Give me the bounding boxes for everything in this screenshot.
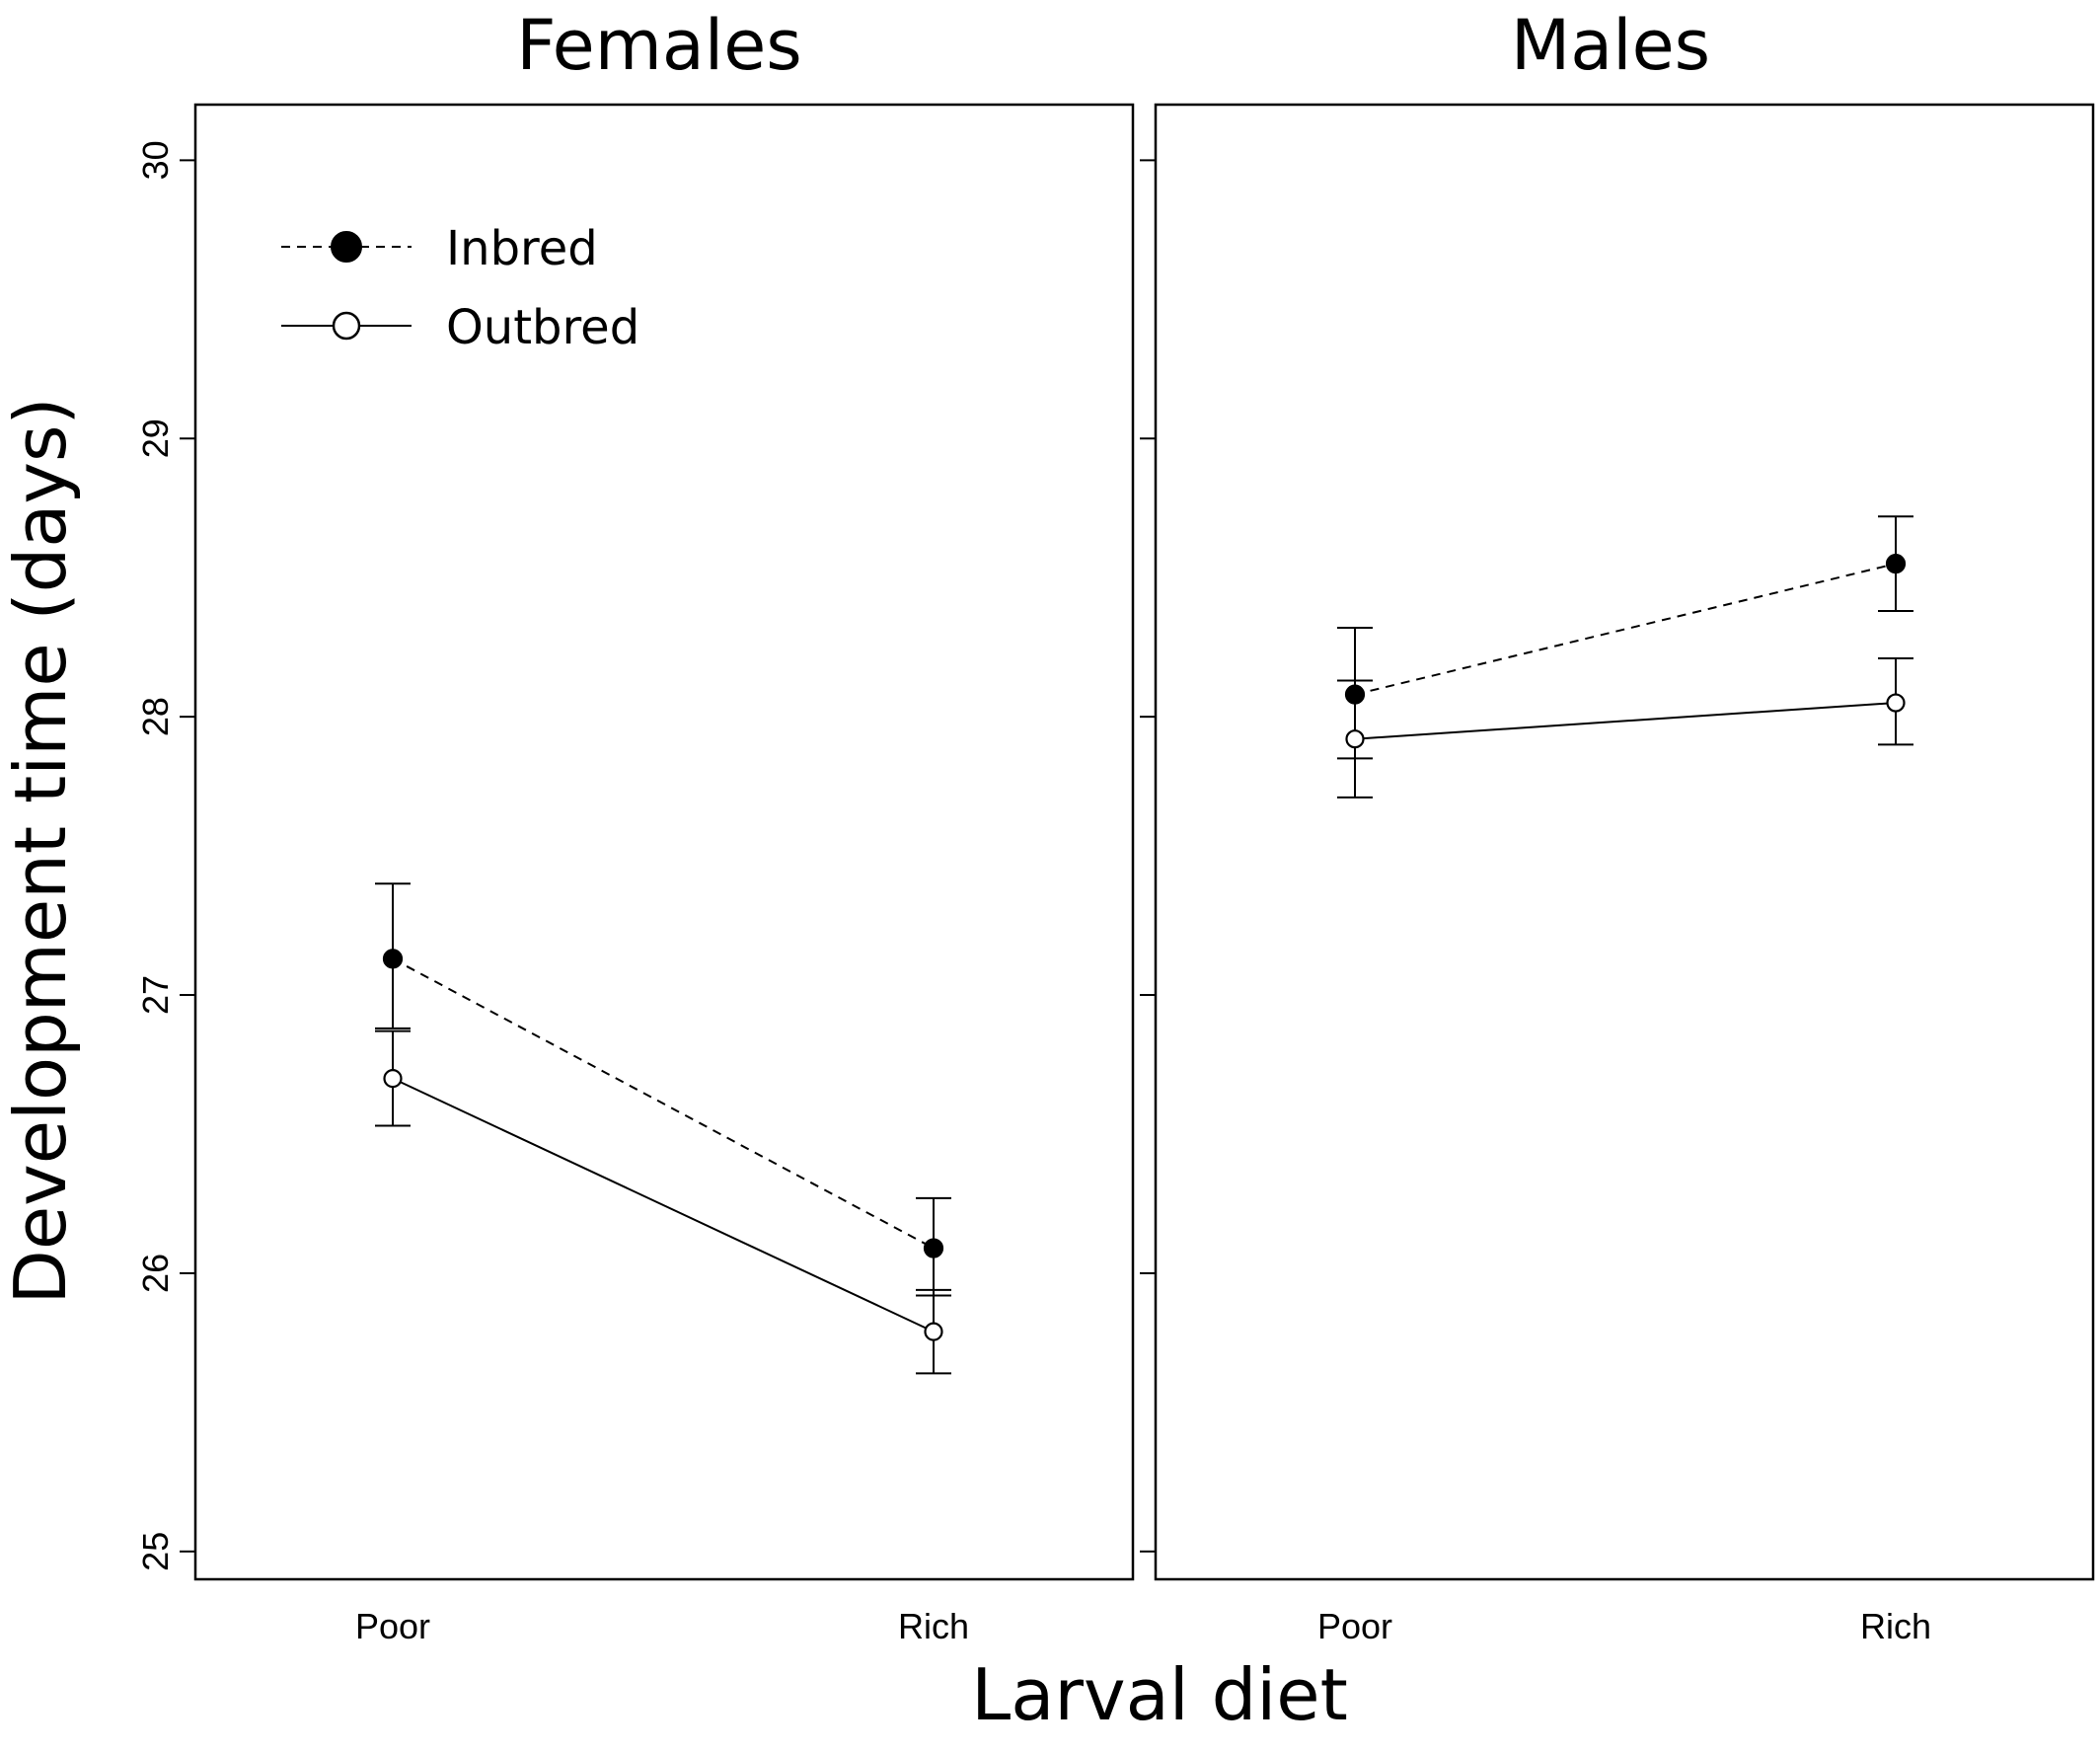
data-point-outbred-poor — [1345, 729, 1365, 749]
legend-marker-outbred — [332, 311, 361, 341]
series-females — [375, 882, 951, 1375]
x-tick-label-poor: Poor — [1317, 1606, 1392, 1646]
y-tick-label-30: 30 — [135, 140, 176, 180]
x-tick-label-poor: Poor — [355, 1606, 430, 1646]
panel-title-males: Males — [1511, 5, 1710, 86]
legend-label-inbred: Inbred — [446, 221, 598, 276]
data-point-outbred-rich — [924, 1322, 943, 1341]
panel-males: Males Poor Rich — [1140, 5, 2095, 1646]
series-males — [1337, 515, 1913, 799]
data-point-inbred-rich — [923, 1238, 944, 1258]
x-tick-label-rich: Rich — [898, 1606, 969, 1646]
legend: Inbred Outbred — [281, 221, 639, 355]
y-ticks-females: 25 26 27 28 29 30 — [135, 140, 195, 1571]
series-line-outbred — [1354, 702, 1897, 740]
data-point-inbred-rich — [1885, 554, 1907, 574]
plot-frame-males — [1154, 103, 2095, 1581]
y-tick-label-28: 28 — [135, 697, 176, 736]
panel-females: Females 25 26 27 28 29 30 Poor Rich Inbred Ou… — [135, 5, 1135, 1646]
panel-title-females: Females — [516, 5, 802, 86]
y-axis-title: Development time (days) — [0, 397, 82, 1304]
y-ticks-males — [1140, 159, 1156, 1553]
legend-label-outbred: Outbred — [446, 300, 639, 355]
legend-marker-inbred — [331, 231, 362, 263]
y-tick-label-25: 25 — [135, 1532, 176, 1571]
y-tick-label-27: 27 — [135, 975, 176, 1015]
y-tick-label-29: 29 — [135, 419, 176, 458]
data-point-outbred-rich — [1886, 693, 1906, 713]
data-point-inbred-poor — [1344, 684, 1366, 705]
data-point-inbred-poor — [382, 949, 404, 969]
data-point-outbred-poor — [383, 1069, 403, 1089]
series-line-outbred — [392, 1077, 935, 1334]
x-tick-label-rich: Rich — [1860, 1606, 1931, 1646]
x-axis-title: Larval diet — [971, 1653, 1348, 1736]
plot-frame-females — [193, 103, 1135, 1581]
series-line-inbred — [1354, 563, 1897, 696]
series-line-inbred — [392, 957, 935, 1250]
y-tick-label-26: 26 — [135, 1254, 176, 1293]
